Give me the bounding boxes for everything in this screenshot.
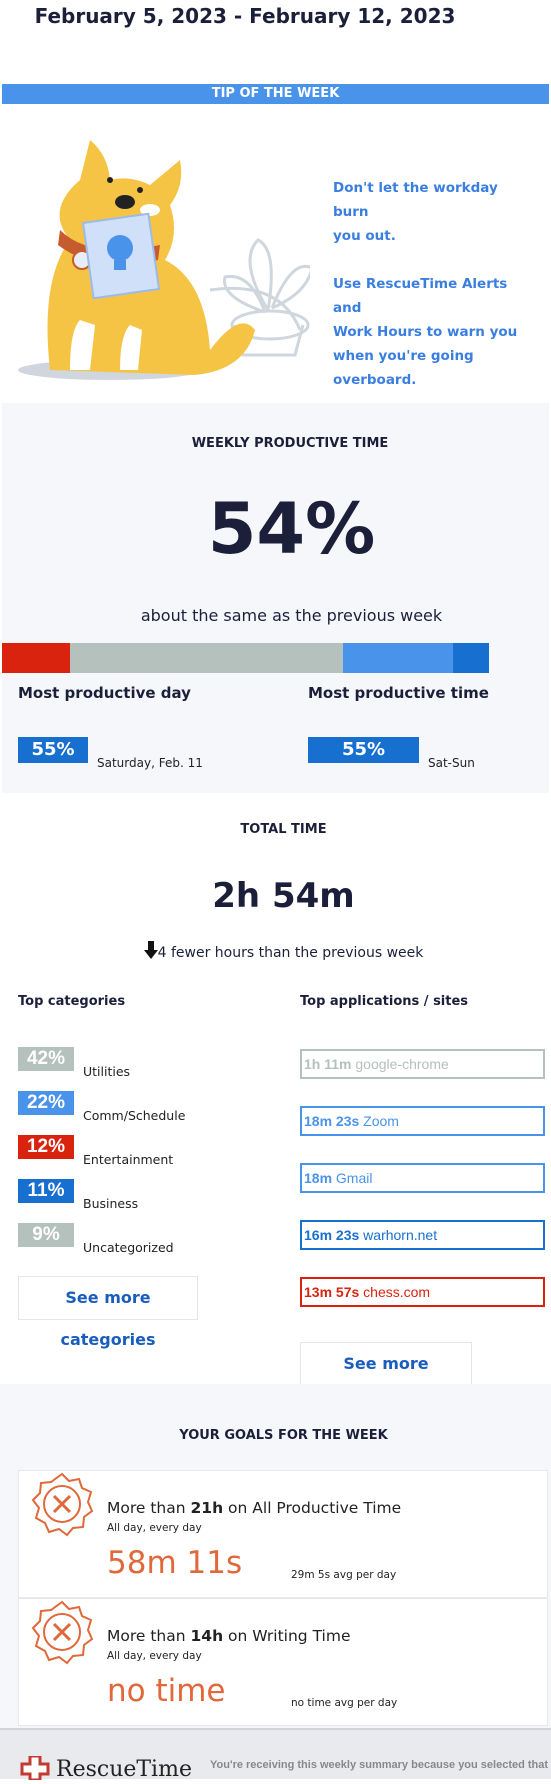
tip-banner: TIP OF THE WEEK [2,84,549,104]
total-time-title: TOTAL TIME [240,822,327,837]
rescuetime-logo-icon [20,1754,52,1784]
app-name: warhorn.net [363,1227,438,1243]
app-row[interactable]: 13m 57s chess.com [300,1277,545,1307]
goal-heading: More than 14h on Writing Time [107,1627,351,1645]
goal-value: 58m 11s [107,1545,243,1581]
goal-average: 29m 5s avg per day [291,1569,397,1581]
goal-heading: More than 21h on All Productive Time [107,1499,401,1517]
app-name: google-chrome [355,1056,449,1072]
productivity-segment [452,643,489,673]
goal-amount: 21h [190,1499,224,1517]
goal-amount: 14h [190,1627,224,1645]
category-percent-badge: 12% [18,1135,74,1159]
total-time-value: 2h 54m [212,876,355,916]
app-row[interactable]: 16m 23s warhorn.net [300,1220,545,1250]
failed-goal-icon [29,1471,95,1541]
goal-schedule: All day, every day [107,1522,202,1534]
category-name: Uncategorized [83,1240,174,1255]
rescuetime-logo-text: RescueTime [56,1757,192,1782]
category-name: Business [83,1196,139,1211]
app-name: Zoom [363,1113,399,1129]
date-range: February 5, 2023 - February 12, 2023 [34,4,456,28]
category-name: Comm/Schedule [83,1108,186,1123]
app-name: chess.com [363,1284,431,1300]
top-categories-title: Top categories [18,994,126,1009]
productivity-segment [343,643,453,673]
category-percent-badge: 22% [18,1091,74,1115]
app-time: 16m 23s [304,1227,360,1243]
most-productive-time-detail: Sat-Sun [428,756,475,770]
most-productive-day-percent: 55% [18,737,88,763]
category-percent-badge: 9% [18,1223,74,1247]
app-time: 18m 23s [304,1113,360,1129]
arrow-down-icon [143,941,158,963]
goal-card[interactable]: More than 14h on Writing Time All day, e… [18,1598,548,1726]
dog-with-lightbulb-icon [18,140,314,380]
goal-post: on Writing Time [223,1627,351,1645]
see-more-activities-button[interactable]: See more activities [300,1342,472,1415]
most-productive-time-percent: 55% [308,737,419,763]
tip-line: you out. [333,228,396,244]
goal-schedule: All day, every day [107,1650,202,1662]
productivity-segment [69,643,344,673]
app-time: 1h 11m [304,1056,352,1072]
goal-average: no time avg per day [291,1697,398,1709]
app-time: 13m 57s [304,1284,360,1300]
goals-title: YOUR GOALS FOR THE WEEK [179,1428,388,1443]
see-more-categories-button[interactable]: See more categories [18,1276,198,1349]
app-row[interactable]: 1h 11m google-chrome [300,1049,545,1079]
most-productive-day-detail: Saturday, Feb. 11 [97,756,203,770]
tip-line: Don't let the workday burn [333,180,498,220]
category-name: Entertainment [83,1152,174,1167]
app-row[interactable]: 18m 23s Zoom [300,1106,545,1136]
most-productive-day-label: Most productive day [18,684,191,702]
app-time: 18m [304,1170,333,1186]
footer [0,1728,551,1779]
tip-spacer [333,248,533,272]
top-apps-title: Top applications / sites [300,994,469,1009]
total-time-comparison: 4 fewer hours than the previous week [0,941,551,963]
category-percent-badge: 11% [18,1179,74,1203]
tip-text: Don't let the workday burn you out. Use … [333,176,533,392]
category-name: Utilities [83,1064,131,1079]
goal-pre: More than [107,1499,191,1517]
productivity-segment [2,643,70,673]
comparison-text: 4 fewer hours than the previous week [157,945,424,961]
tip-line: overboard. [333,372,417,388]
goal-pre: More than [107,1627,191,1645]
failed-goal-icon [29,1599,95,1669]
category-percent-badge: 42% [18,1047,74,1071]
productive-comparison: about the same as the previous week [140,606,443,625]
tip-line: when you're going [333,348,474,364]
productive-percent: 54% [207,488,376,570]
productive-title: WEEKLY PRODUCTIVE TIME [191,436,389,451]
most-productive-time-label: Most productive time [308,684,489,702]
tip-line: Use RescueTime Alerts and [333,276,508,316]
app-row[interactable]: 18m Gmail [300,1163,545,1193]
goal-value: no time [107,1673,226,1709]
productive-panel [2,403,549,793]
dog-illustration [10,120,314,390]
productivity-bar [2,643,549,673]
footer-notice: You're receiving this weekly summary bec… [210,1759,549,1771]
tip-line: Work Hours to warn you [333,324,518,340]
goal-card[interactable]: More than 21h on All Productive Time All… [18,1470,548,1598]
goal-post: on All Productive Time [223,1499,402,1517]
app-name: Gmail [335,1170,373,1186]
